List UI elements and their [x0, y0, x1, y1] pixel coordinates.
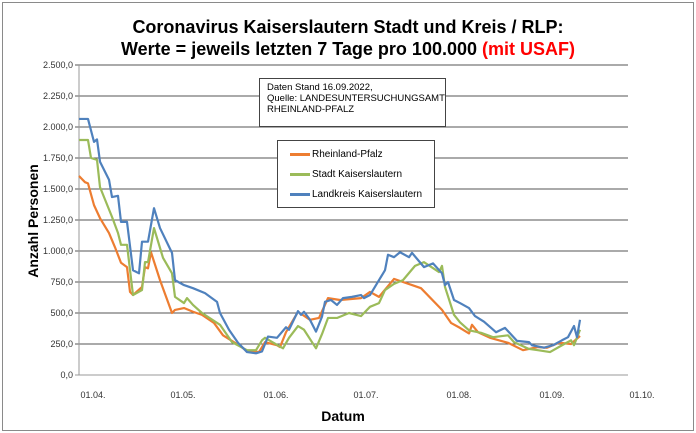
note-line: RHEINLAND-PFALZ — [267, 104, 355, 115]
legend-swatch — [290, 193, 310, 196]
note-line: Daten Stand 16.09.2022, — [267, 82, 373, 93]
y-tick-label: 750,0 — [50, 277, 73, 287]
x-tick-label: 01.04. — [80, 390, 105, 400]
series-line-stadt-kaiserslautern — [79, 138, 582, 354]
y-tick-label: 1.750,0 — [43, 153, 73, 163]
y-tick-label: 0,0 — [60, 370, 73, 380]
legend-item: Rheinland-Pfalz — [290, 149, 383, 160]
legend-swatch — [290, 153, 310, 156]
plot-area: 0,0 250,0 500,0 750,0 1.000,0 1.250,0 1.500,0 1… — [43, 60, 655, 400]
note-line: Quelle: LANDESUNTERSUCHUNGSAMT — [267, 93, 445, 104]
legend-label: Stadt Kaiserslautern — [312, 169, 403, 180]
title-highlight: (mit USAF) — [482, 39, 575, 59]
y-tick-label: 2.250,0 — [43, 91, 73, 101]
series-line-landkreis-kaiserslautern — [79, 117, 582, 355]
y-axis-label: Anzahl Personen — [25, 164, 41, 278]
x-tick-label: 01.10. — [629, 390, 654, 400]
y-tick-label: 1.000,0 — [43, 246, 73, 256]
legend-label: Rheinland-Pfalz — [312, 149, 383, 160]
x-axis-label: Datum — [321, 408, 365, 424]
title-main: Werte = jeweils letzten 7 Tage pro 100.0… — [121, 39, 482, 59]
chart-title-line2: Werte = jeweils letzten 7 Tage pro 100.0… — [3, 39, 693, 60]
x-tick-label: 01.08. — [446, 390, 471, 400]
y-tick-label: 2.500,0 — [43, 60, 73, 70]
legend-swatch — [290, 173, 310, 176]
data-source-note: Daten Stand 16.09.2022, Quelle: LANDESUN… — [259, 78, 446, 127]
x-tick-label: 01.06. — [263, 390, 288, 400]
y-tick-label: 2.000,0 — [43, 122, 73, 132]
y-tick-label: 1.500,0 — [43, 184, 73, 194]
y-tick-label: 250,0 — [50, 339, 73, 349]
legend-item: Landkreis Kaiserslautern — [290, 189, 422, 200]
x-tick-label: 01.09. — [539, 390, 564, 400]
legend-label: Landkreis Kaiserslautern — [312, 189, 423, 200]
y-tick-label: 1.250,0 — [43, 215, 73, 225]
legend: Rheinland-Pfalz Stadt Kaiserslautern Lan… — [277, 140, 435, 208]
chart-title-line1: Coronavirus Kaiserslautern Stadt und Kre… — [132, 17, 564, 37]
x-tick-label: 01.07. — [353, 390, 378, 400]
legend-item: Stadt Kaiserslautern — [290, 169, 402, 180]
y-tick-label: 500,0 — [50, 308, 73, 318]
x-tick-label: 01.05. — [170, 390, 195, 400]
